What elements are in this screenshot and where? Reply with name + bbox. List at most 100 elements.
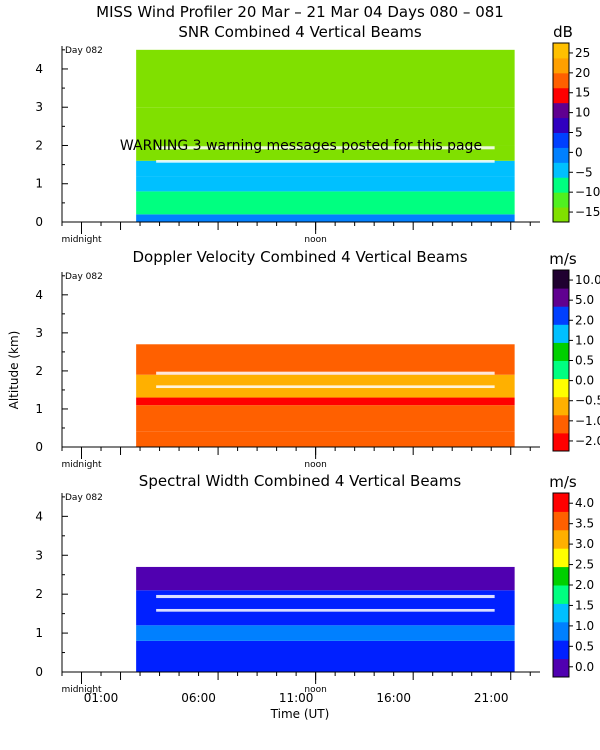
heatmap-layer: [136, 397, 515, 406]
colorbar-segment: [553, 432, 569, 452]
colorbar-unit: dB: [553, 23, 573, 41]
data-gap: [156, 385, 495, 389]
x-axis-label: Time (UT): [270, 707, 330, 721]
heatmap-layer: [136, 431, 515, 447]
colorbar-tick-label: 1.0: [575, 619, 594, 633]
colorbar-tick-label: 3.0: [575, 537, 594, 551]
x-tick-label: 01:00: [84, 691, 119, 705]
heatmap-layer: [136, 640, 515, 672]
data-gap: [156, 371, 495, 375]
colorbar-tick-label: 3.5: [575, 517, 594, 531]
colorbar-tick-label: 1.0: [575, 333, 594, 347]
colorbar-segment: [553, 147, 569, 163]
heatmap-layer: [136, 344, 515, 375]
y-tick-label: 0: [35, 215, 43, 229]
y-tick-label: 3: [35, 326, 43, 340]
colorbar-segment: [553, 288, 569, 307]
heatmap-layer: [136, 566, 515, 591]
heatmap-layer: [136, 625, 515, 641]
day-marker-label: noon: [304, 685, 326, 695]
colorbar-segment: [553, 640, 569, 660]
colorbar-segment: [553, 117, 569, 133]
colorbar-segment: [553, 529, 569, 549]
y-tick-label: 4: [35, 509, 43, 523]
warning-message: WARNING 3 warning messages posted for th…: [120, 138, 482, 154]
colorbar-unit: m/s: [549, 473, 577, 491]
colorbar-unit: m/s: [549, 250, 577, 268]
colorbar-segment: [553, 566, 569, 586]
y-tick-label: 4: [35, 62, 43, 76]
colorbar-segment: [553, 548, 569, 568]
y-tick-label: 1: [35, 177, 43, 191]
colorbar-segment: [553, 177, 569, 193]
colorbar-tick-label: 15: [575, 86, 590, 100]
colorbar-segment: [553, 603, 569, 623]
colorbar-tick-label: 1.5: [575, 598, 594, 612]
colorbar-segment: [553, 102, 569, 119]
y-tick-label: 2: [35, 587, 43, 601]
colorbar-segment: [553, 43, 569, 59]
colorbar-tick-label: 0.5: [575, 354, 594, 368]
day-label: Day 082: [65, 493, 103, 503]
data-gap: [156, 160, 495, 163]
y-tick-label: 4: [35, 288, 43, 302]
colorbar-segment: [553, 270, 569, 289]
heatmap-layer: [136, 49, 515, 108]
y-tick-label: 1: [35, 402, 43, 416]
x-tick-label: 16:00: [376, 691, 411, 705]
heatmap-layer: [136, 160, 515, 177]
heatmap-layer: [136, 176, 515, 192]
panel-title: Spectral Width Combined 4 Vertical Beams: [139, 472, 462, 490]
y-axis-label: Altitude (km): [7, 331, 21, 410]
y-tick-label: 2: [35, 138, 43, 152]
figure-title: MISS Wind Profiler 20 Mar – 21 Mar 04 Da…: [96, 3, 504, 21]
colorbar-segment: [553, 324, 569, 343]
colorbar-tick-label: 5: [575, 126, 583, 140]
day-marker-label: midnight: [61, 685, 102, 695]
colorbar-tick-label: 10: [575, 106, 590, 120]
colorbar-segment: [553, 396, 569, 416]
y-tick-label: 0: [35, 440, 43, 454]
x-tick-label: 21:00: [474, 691, 509, 705]
day-marker-label: midnight: [61, 460, 102, 470]
y-tick-label: 3: [35, 100, 43, 114]
colorbar-tick-label: −2.0: [575, 434, 600, 448]
y-tick-label: 0: [35, 665, 43, 679]
colorbar-tick-label: −0.5: [575, 394, 600, 408]
colorbar-tick-label: −10: [575, 185, 600, 199]
colorbar-tick-label: 2.5: [575, 558, 594, 572]
colorbar-segment: [553, 360, 569, 380]
colorbar-tick-label: 2.0: [575, 578, 594, 592]
colorbar-segment: [553, 342, 569, 361]
colorbar-tick-label: −1.0: [575, 414, 600, 428]
day-marker-label: midnight: [61, 235, 102, 245]
heatmap-layer: [136, 191, 515, 215]
colorbar-tick-label: −5: [575, 165, 593, 179]
x-tick-label: 06:00: [181, 691, 216, 705]
day-label: Day 082: [65, 272, 103, 282]
colorbar-tick-label: 25: [575, 46, 590, 60]
colorbar-segment: [553, 511, 569, 531]
colorbar-segment: [553, 57, 569, 74]
colorbar-tick-label: 0.0: [575, 660, 594, 674]
day-label: Day 082: [65, 46, 103, 56]
y-tick-label: 3: [35, 548, 43, 562]
panel-title: SNR Combined 4 Vertical Beams: [178, 23, 421, 41]
data-gap: [156, 608, 495, 612]
doppler-panel: Doppler Velocity Combined 4 Vertical Bea…: [35, 248, 600, 470]
spectral-width-panel: Spectral Width Combined 4 Vertical Beams…: [35, 472, 594, 705]
colorbar-segment: [553, 306, 569, 325]
panel-title: Doppler Velocity Combined 4 Vertical Bea…: [132, 248, 467, 266]
heatmap-layer: [136, 214, 515, 222]
colorbar-tick-label: 2.0: [575, 313, 594, 327]
heatmap-layer: [136, 405, 515, 432]
colorbar-tick-label: 0.0: [575, 374, 594, 388]
day-marker-label: noon: [304, 460, 326, 470]
data-gap: [156, 146, 495, 150]
colorbar-segment: [553, 658, 569, 678]
colorbar-segment: [553, 87, 569, 104]
y-tick-label: 2: [35, 364, 43, 378]
colorbar-segment: [553, 585, 569, 604]
colorbar-segment: [553, 207, 569, 223]
